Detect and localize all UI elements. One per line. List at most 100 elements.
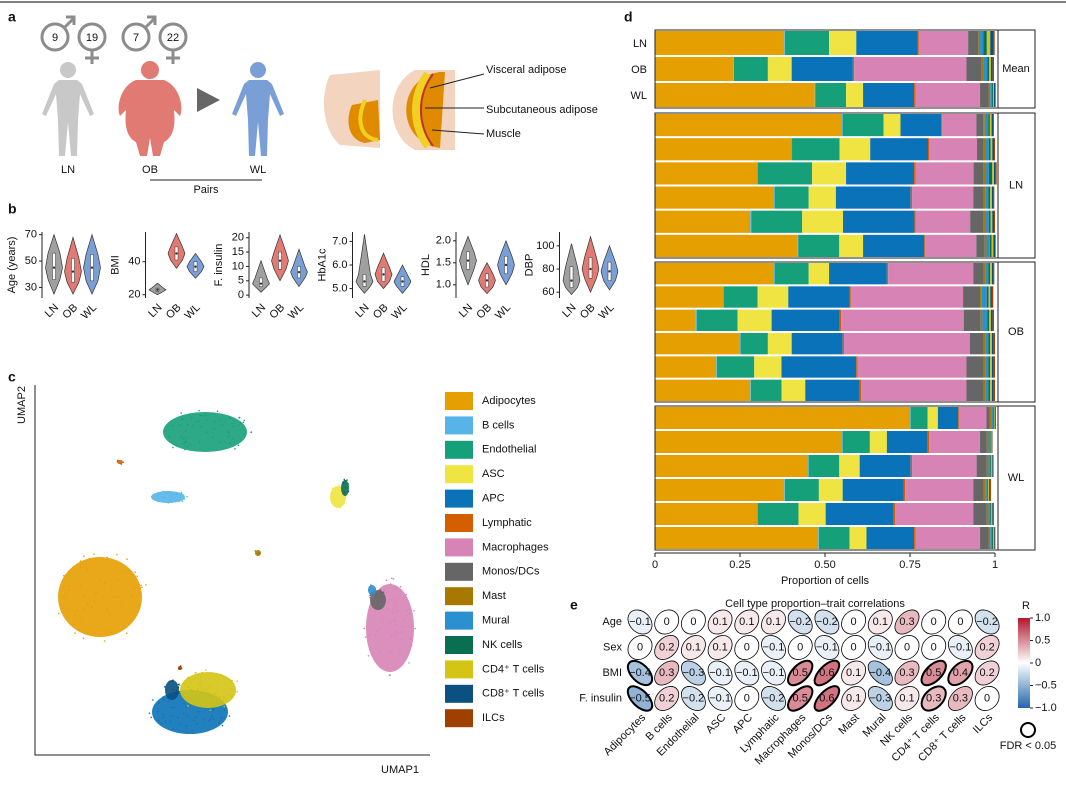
bar-segment [989, 479, 991, 501]
cell-point [116, 579, 119, 581]
cell-point [167, 700, 170, 702]
bar-segment [989, 57, 991, 81]
legend-swatch [445, 392, 473, 410]
cell-point [338, 484, 340, 486]
bar-segment [973, 503, 987, 525]
x-tick-label: 1 [992, 559, 998, 571]
cell-point [178, 492, 180, 495]
cell-value: 0.5 [926, 667, 941, 679]
bar-segment [966, 57, 982, 81]
cell-point [394, 630, 397, 633]
bar-segment [784, 479, 819, 501]
cell-point [196, 722, 198, 725]
cell-point [195, 420, 197, 423]
correlation-cell [626, 659, 654, 687]
bar-segment [983, 186, 986, 209]
bar-segment [983, 138, 986, 161]
cell-point [162, 490, 164, 493]
cell-point [119, 462, 121, 464]
bar-segment [982, 309, 988, 331]
bar-segment [751, 210, 803, 233]
correlation-cell [734, 609, 760, 635]
bar-segment [992, 527, 994, 549]
correlation-cell [921, 635, 947, 660]
correlation-cell [814, 609, 840, 635]
bar-segment [995, 407, 997, 429]
bar-segment [788, 286, 850, 308]
cell-value: 0.4 [953, 667, 968, 679]
cell-point [168, 491, 170, 494]
bar-segment [993, 263, 995, 285]
bar-segment [757, 503, 758, 525]
cell-point [250, 431, 252, 434]
correlation-cell [707, 635, 733, 660]
sex-symbols [40, 15, 188, 64]
cell-point [390, 621, 392, 624]
y-axis-label: BMI [109, 255, 121, 275]
male-count: 7 [133, 32, 139, 44]
cell-point [171, 728, 174, 731]
column-label: Mast [836, 712, 861, 737]
bar-segment [842, 114, 843, 137]
cell-value: 0.5 [793, 667, 808, 679]
bar-segment [740, 333, 768, 355]
facet-box [654, 112, 1036, 259]
cell-point [157, 719, 160, 722]
cell-point [150, 716, 153, 719]
bar-segment [859, 379, 862, 401]
cell-point [86, 568, 89, 570]
cell-value: 0 [797, 641, 803, 653]
cell-point [191, 729, 193, 732]
correlation-cell [894, 686, 920, 711]
correlation-cell [867, 686, 893, 711]
bar-segment [905, 479, 974, 501]
cell-point [208, 687, 210, 689]
x-tick-label: OB [578, 302, 598, 322]
bar-segment [988, 379, 991, 401]
cell-point [221, 423, 224, 426]
bar-segment [993, 234, 995, 257]
cell-value: 0.2 [659, 692, 674, 704]
cell-value: −0.1 [763, 641, 785, 653]
cell-point [196, 692, 199, 694]
bar-segment [927, 407, 938, 429]
cell-point [238, 416, 241, 419]
bar-segment [863, 234, 925, 257]
bar-segment [995, 162, 997, 185]
cell-point [410, 644, 413, 647]
x-tick-label: OB [474, 302, 494, 322]
legend-label: Mural [482, 615, 510, 627]
bar-segment [990, 431, 992, 453]
panel-label: e [570, 597, 578, 613]
bar-segment [771, 309, 840, 331]
bar-segment [991, 186, 994, 209]
x-tick-label: 0.50 [814, 559, 835, 571]
bar-segment [808, 186, 836, 209]
bar-segment [988, 186, 991, 209]
bar-segment [990, 309, 993, 331]
cell-point [224, 708, 226, 711]
cell-value: 0.3 [899, 616, 914, 628]
cell-point [186, 495, 188, 498]
correlation-cell [947, 609, 973, 635]
bar-segment [655, 57, 734, 81]
correlation-cell [867, 635, 893, 660]
median [570, 279, 573, 282]
correlation-cell [920, 659, 947, 687]
bar-segment [757, 286, 789, 308]
cell-value: 0 [744, 641, 750, 653]
cell-point [379, 607, 381, 610]
bar-segment [988, 479, 990, 501]
bar-segment [963, 286, 981, 308]
bar-segment [696, 309, 738, 331]
column-label: ILCs [971, 711, 996, 736]
cell-point [368, 634, 371, 636]
x-tick-label: 0.25 [729, 559, 750, 571]
cell-point [185, 690, 188, 693]
bar-segment [983, 114, 985, 137]
median [52, 266, 56, 269]
bar-segment [842, 114, 884, 137]
bar-segment [988, 83, 991, 107]
cell-point [392, 577, 395, 580]
cell-point [330, 496, 332, 498]
